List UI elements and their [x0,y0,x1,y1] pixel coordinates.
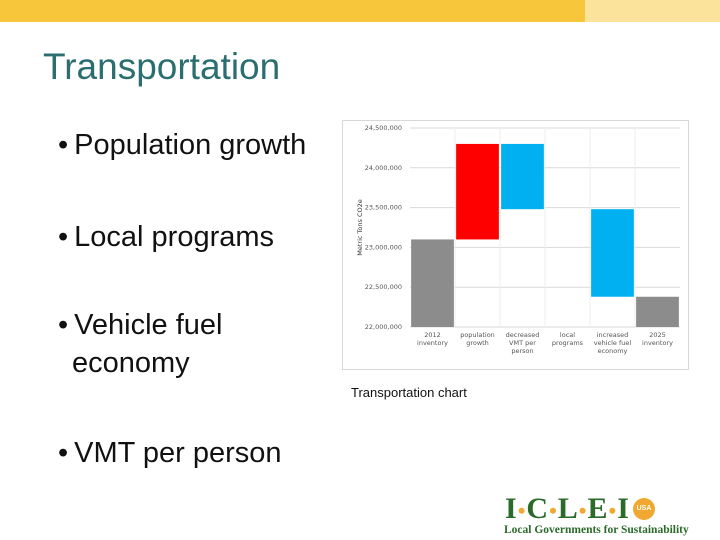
bullet-vehicle-fuel-economy: • Vehicle fuel economy [58,309,223,379]
y-tick-label: 23,000,000 [365,243,402,251]
y-tick-label: 24,000,000 [365,164,402,172]
x-tick-label: person [511,347,533,355]
x-tick-label: inventory [417,339,448,347]
iclei-logo: I•C•L•E•I USA Local Governments for Sust… [500,492,714,538]
x-tick-label: 2025 [649,331,666,339]
chart-caption: Transportation chart [351,385,467,400]
slide-title: Transportation [43,46,281,87]
top-accent-bar [0,0,585,22]
x-tick-label: economy [598,347,628,355]
top-accent-bar-light [585,0,720,22]
bullet-vmt-per-person: • VMT per person [58,437,282,469]
bar [591,209,634,297]
y-tick-label: 23,500,000 [365,204,402,212]
logo-subtitle: Local Governments for Sustainability [504,524,689,536]
bullet-local-programs: • Local programs [58,221,275,253]
x-tick-label: population [460,331,495,339]
bar [411,239,454,327]
x-tick-label: increased [597,331,629,339]
x-tick-label: inventory [642,339,673,347]
waterfall-chart: 22,000,000 22,500,000 23,000,000 23,500,000… [356,124,680,355]
bullet-population-growth: • Population growth [58,129,307,161]
bar [636,296,679,327]
x-tick-label: decreased [506,331,540,339]
bar [456,143,499,240]
logo-wordmark: I•C•L•E•I [505,492,630,525]
y-tick-label: 24,500,000 [365,124,402,132]
x-tick-label: local [560,331,575,339]
x-tick-label: 2012 [424,331,441,339]
bar [501,143,544,210]
x-tick-label: VMT per [509,339,536,347]
x-tick-label: programs [552,339,584,347]
y-tick-label: 22,000,000 [365,323,402,331]
x-tick-label: vehicle fuel [594,339,632,347]
y-axis-label: Metric Tons CO2e [356,199,364,255]
y-tick-label: 22,500,000 [365,283,402,291]
logo-usa-badge: USA [633,498,655,520]
x-tick-label: growth [466,339,489,347]
